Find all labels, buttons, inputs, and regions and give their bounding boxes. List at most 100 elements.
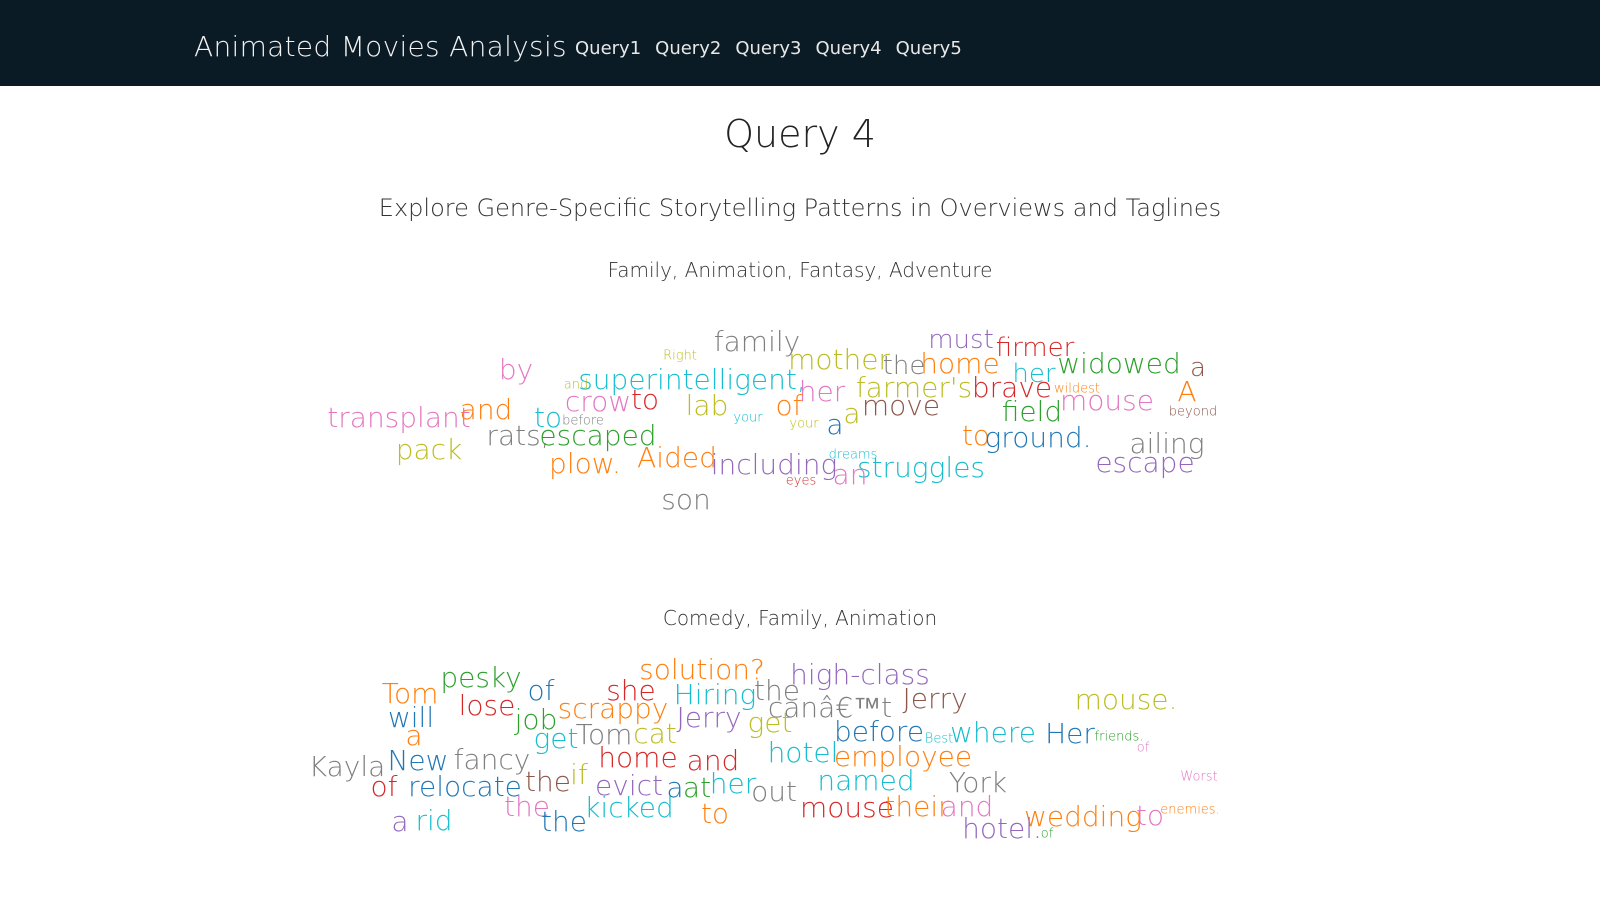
cloud-word: get	[533, 722, 579, 755]
cloud-word: superintelligent,	[578, 363, 806, 396]
cloud-word: including	[710, 448, 838, 481]
nav-link-query4[interactable]: Query4	[815, 38, 882, 59]
cloud-word: scrappy	[557, 692, 669, 725]
cloud-word: of	[370, 770, 398, 803]
cloud-word: before	[562, 413, 604, 429]
cloud-word: canâ€™t	[767, 691, 893, 724]
cloud-word: pesky	[440, 661, 522, 694]
cloud-word: of	[1040, 826, 1054, 842]
brand-link[interactable]: Animated Movies Analysis	[194, 30, 567, 63]
navbar: Animated Movies Analysis Query1 Query2 Q…	[0, 0, 1600, 86]
cloud-word: Jerry	[902, 682, 968, 715]
cloud-word: she	[606, 674, 656, 707]
cloud-word: and	[459, 393, 513, 426]
nav-link-query1[interactable]: Query1	[575, 38, 642, 59]
cloud-word: fancy	[453, 743, 531, 776]
cloud-word: rid	[415, 804, 453, 837]
cloud-word: before	[833, 715, 925, 748]
cloud-word: escape	[1095, 446, 1195, 479]
nav-links: Query1 Query2 Query3 Query4 Query5	[575, 38, 962, 59]
cloud-word: job	[514, 703, 558, 736]
cloud-word: cat	[633, 717, 677, 750]
cloud-word: Worst	[1180, 769, 1218, 785]
cloud-word: Jerry	[676, 701, 742, 734]
cloud-word: York	[948, 766, 1008, 799]
cloud-word: hotel	[767, 736, 839, 769]
cloud-word: of	[527, 674, 555, 707]
cloud-word: plow.	[549, 447, 621, 480]
genre-title-1: Family, Animation, Fantasy, Adventure	[607, 258, 993, 282]
cloud-word: mouse	[800, 791, 894, 824]
cloud-word: to	[961, 419, 991, 452]
cloud-word: named	[817, 764, 915, 797]
word-cloud-2: solution? high-class Tom pesky of she Hiring th…	[0, 656, 1600, 860]
nav-link-query3[interactable]: Query3	[735, 38, 802, 59]
cloud-word: New	[387, 744, 449, 777]
nav-link-query5[interactable]: Query5	[895, 38, 962, 59]
cloud-word: Her	[1045, 717, 1095, 750]
cloud-word: lab	[685, 389, 729, 422]
cloud-word: friends.	[1094, 729, 1144, 745]
cloud-word: will	[387, 701, 435, 734]
cloud-word: Best	[924, 731, 954, 747]
cloud-word: A	[1177, 375, 1197, 408]
cloud-word: to	[533, 401, 563, 434]
cloud-word: mother	[788, 343, 890, 376]
cloud-word: mouse.	[1074, 683, 1178, 716]
cloud-word: solution?	[639, 653, 765, 686]
cloud-word: family	[713, 325, 801, 358]
cloud-word: get	[747, 706, 793, 739]
nav-link-query2[interactable]: Query2	[655, 38, 722, 59]
word-cloud-1: family must firmer mother the home her widowed a…	[0, 320, 1600, 530]
cloud-word: relocate	[408, 770, 522, 803]
cloud-word: the	[504, 790, 550, 823]
page-subtitle: Explore Genre-Specific Storytelling Patt…	[378, 194, 1222, 222]
cloud-word: to	[630, 383, 660, 416]
cloud-word: son	[661, 483, 711, 516]
cloud-word: to	[1135, 799, 1165, 832]
cloud-word: move	[861, 389, 941, 422]
cloud-word: mouse	[1060, 384, 1154, 417]
cloud-word: evict	[595, 769, 663, 802]
cloud-word: your	[733, 410, 763, 426]
cloud-word: employee	[833, 740, 973, 773]
cloud-word: wedding	[1023, 800, 1143, 833]
cloud-word: a	[405, 719, 423, 752]
cloud-word: crow	[564, 385, 632, 418]
cloud-word: farmer's	[855, 371, 973, 404]
cloud-word: a	[843, 397, 861, 430]
cloud-word: her	[798, 375, 846, 408]
cloud-word: ailing	[1129, 427, 1205, 460]
cloud-word: the	[882, 351, 926, 381]
cloud-word: widowed	[1057, 347, 1181, 380]
cloud-word: Aided	[637, 441, 717, 474]
cloud-word: and	[563, 377, 589, 393]
cloud-word: brave	[971, 371, 1053, 404]
cloud-word: her	[1012, 359, 1056, 389]
cloud-word: and	[686, 744, 740, 777]
genre-title-2: Comedy, Family, Animation	[662, 606, 938, 630]
cloud-word: your	[789, 416, 819, 432]
cloud-word: out	[751, 775, 797, 808]
cloud-word: her	[709, 767, 757, 800]
cloud-word: Tom	[575, 718, 633, 751]
cloud-word: a	[826, 408, 844, 441]
cloud-word: high-class	[790, 658, 930, 691]
page-title: Query 4	[724, 112, 876, 156]
cloud-word: home	[598, 741, 678, 774]
cloud-word: a	[666, 771, 684, 804]
cloud-word: the	[541, 805, 587, 838]
cloud-word: beyond	[1168, 404, 1218, 420]
cloud-word: the	[525, 765, 571, 798]
cloud-word: of	[1136, 740, 1150, 756]
cloud-word: hotel.	[962, 812, 1042, 845]
cloud-word: enemies.	[1160, 802, 1220, 818]
cloud-word: where	[950, 716, 1036, 749]
cloud-word: must	[928, 325, 994, 355]
cloud-word: an	[832, 458, 868, 491]
cloud-word: Tom	[381, 677, 439, 710]
cloud-word: Hiring	[673, 678, 757, 711]
cloud-word: eyes	[785, 473, 817, 489]
cloud-word: a	[1190, 353, 1206, 383]
cloud-word: lose	[458, 689, 516, 722]
